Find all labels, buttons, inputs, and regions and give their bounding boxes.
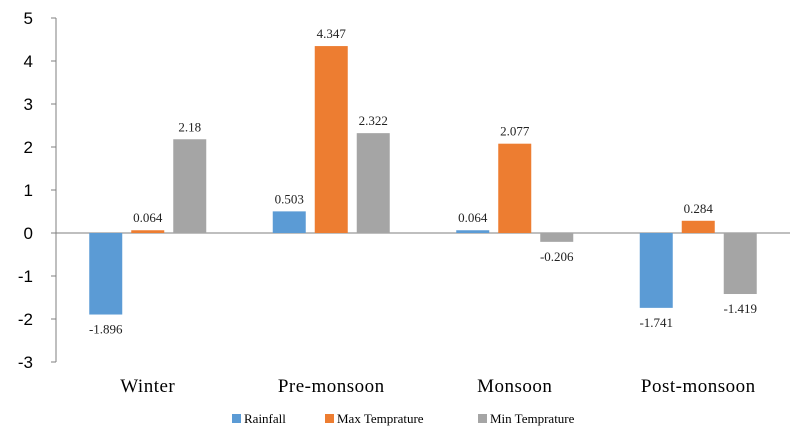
y-tick-label: 5: [24, 9, 33, 28]
data-label: 0.064: [458, 210, 488, 225]
bar-min-temprature: [540, 233, 574, 242]
data-label: -1.419: [723, 301, 757, 316]
bar-max-temprature: [131, 230, 165, 233]
data-label: 4.347: [317, 26, 347, 41]
y-tick-label: 1: [24, 181, 33, 200]
data-label: 0.503: [275, 191, 304, 206]
data-label: 0.284: [684, 201, 714, 216]
legend-label: Max Temprature: [337, 411, 424, 426]
data-label: 2.18: [178, 119, 201, 134]
bar-rainfall: [272, 211, 306, 233]
y-tick-label: 4: [24, 52, 33, 71]
bar-rainfall: [456, 230, 490, 233]
bar-min-temprature: [356, 133, 390, 233]
data-label: -1.741: [639, 315, 673, 330]
bar-max-temprature: [314, 46, 348, 234]
legend-swatch-min-temprature: [478, 414, 487, 423]
data-label: 2.077: [500, 124, 530, 139]
y-tick-label: 3: [24, 95, 33, 114]
data-label: -0.206: [540, 249, 574, 264]
data-label: -1.896: [89, 322, 123, 337]
bar-min-temprature: [173, 139, 207, 233]
y-tick-label: -2: [18, 310, 33, 329]
x-category-label: Pre-monsoon: [278, 376, 385, 397]
bar-rainfall: [639, 233, 673, 308]
legend-label: Rainfall: [244, 411, 286, 426]
x-category-label: Post-monsoon: [641, 376, 756, 397]
x-category-label: Winter: [120, 376, 175, 397]
bar-max-temprature: [498, 143, 532, 233]
data-label: 0.064: [133, 210, 163, 225]
bar-min-temprature: [723, 233, 757, 295]
y-tick-label: -3: [18, 353, 33, 372]
y-tick-label: 0: [24, 224, 33, 243]
legend-label: Min Temprature: [490, 411, 575, 426]
bar-rainfall: [89, 233, 123, 315]
legend-swatch-rainfall: [232, 414, 241, 423]
y-tick-label: -1: [18, 267, 33, 286]
y-tick-label: 2: [24, 138, 33, 157]
data-label: 2.322: [359, 113, 388, 128]
x-category-label: Monsoon: [477, 376, 552, 397]
bar-max-temprature: [681, 220, 715, 233]
legend-swatch-max-temprature: [325, 414, 334, 423]
